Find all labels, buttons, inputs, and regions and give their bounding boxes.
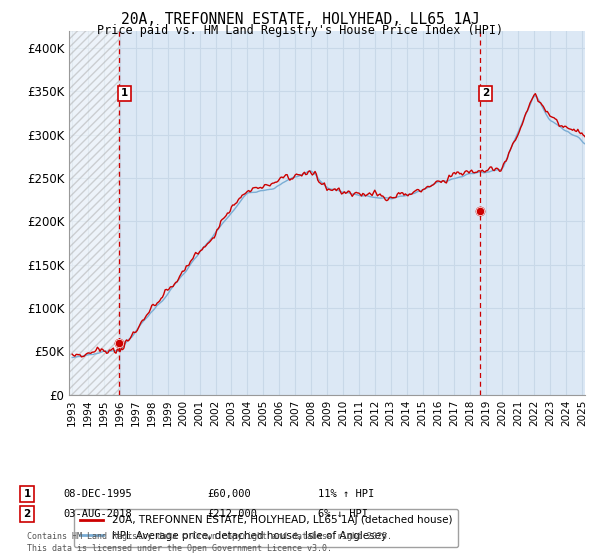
Text: £212,000: £212,000 [207,509,257,519]
Text: 08-DEC-1995: 08-DEC-1995 [63,489,132,499]
Text: 11% ↑ HPI: 11% ↑ HPI [318,489,374,499]
Text: 03-AUG-2018: 03-AUG-2018 [63,509,132,519]
Text: 2: 2 [23,509,31,519]
Text: 2: 2 [482,88,489,98]
Text: Contains HM Land Registry data © Crown copyright and database right 2025.
This d: Contains HM Land Registry data © Crown c… [27,532,392,553]
Bar [69,31,119,395]
Text: 1: 1 [121,88,128,98]
Text: 6% ↓ HPI: 6% ↓ HPI [318,509,368,519]
Text: Price paid vs. HM Land Registry's House Price Index (HPI): Price paid vs. HM Land Registry's House … [97,24,503,37]
Text: 1: 1 [23,489,31,499]
Text: 20A, TREFONNEN ESTATE, HOLYHEAD, LL65 1AJ: 20A, TREFONNEN ESTATE, HOLYHEAD, LL65 1A… [121,12,479,27]
Text: £60,000: £60,000 [207,489,251,499]
Legend: 20A, TREFONNEN ESTATE, HOLYHEAD, LL65 1AJ (detached house), HPI: Average price, : 20A, TREFONNEN ESTATE, HOLYHEAD, LL65 1A… [74,509,458,547]
